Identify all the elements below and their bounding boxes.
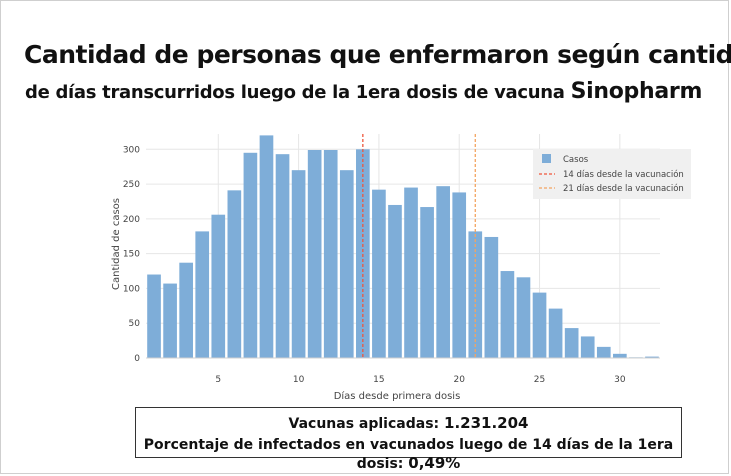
bar bbox=[163, 283, 177, 358]
bar bbox=[580, 336, 595, 358]
y-tick-label: 0 bbox=[134, 354, 140, 364]
bar bbox=[548, 308, 563, 358]
bar bbox=[436, 186, 450, 358]
bar bbox=[275, 154, 290, 358]
bar bbox=[291, 170, 306, 358]
subtitle-brand: Sinopharm bbox=[570, 79, 703, 104]
bar bbox=[613, 353, 627, 358]
bar bbox=[388, 204, 402, 358]
bar bbox=[532, 292, 547, 358]
bar bbox=[372, 189, 386, 358]
legend-label-casos: Casos bbox=[563, 155, 589, 165]
bar bbox=[147, 274, 161, 358]
chart-title: Cantidad de personas que enfermaron segú… bbox=[24, 40, 731, 69]
bar bbox=[195, 231, 210, 358]
legend-label-21: 21 días desde la vacunación bbox=[563, 183, 684, 194]
x-axis-title: Días desde primera dosis bbox=[334, 390, 461, 402]
percentage-value: 0,49% bbox=[408, 454, 461, 472]
x-tick-label: 30 bbox=[614, 375, 626, 385]
bar bbox=[404, 187, 418, 358]
y-tick-label: 300 bbox=[123, 145, 140, 155]
bar bbox=[323, 150, 338, 358]
info-box: Vacunas aplicadas: 1.231.204 Porcentaje … bbox=[135, 407, 682, 472]
x-tick-label: 5 bbox=[215, 375, 221, 385]
legend-label-14: 14 días desde la vacunación bbox=[563, 169, 684, 180]
bar bbox=[420, 207, 434, 358]
x-tick-label: 25 bbox=[534, 375, 545, 385]
x-tick-label: 10 bbox=[293, 375, 305, 385]
y-tick-label: 50 bbox=[129, 319, 141, 329]
vaccines-value: 1.231.204 bbox=[444, 414, 529, 432]
y-tick-label: 100 bbox=[123, 284, 140, 294]
bar bbox=[645, 356, 659, 358]
bar bbox=[307, 150, 322, 358]
legend-box bbox=[533, 149, 691, 199]
bar bbox=[356, 149, 370, 358]
y-axis-title: Cantidad de casos bbox=[111, 198, 122, 290]
bar bbox=[452, 192, 467, 358]
bar bbox=[243, 152, 258, 358]
x-tick-label: 20 bbox=[453, 375, 465, 385]
subtitle-text: de días transcurridos luego de la 1era d… bbox=[25, 82, 571, 103]
chart-subtitle: de días transcurridos luego de la 1era d… bbox=[25, 79, 702, 104]
bar bbox=[211, 214, 226, 358]
vaccines-label: Vacunas aplicadas: bbox=[288, 416, 445, 432]
percentage-label: Porcentaje de infectados en vacunados lu… bbox=[143, 437, 674, 472]
bar bbox=[500, 271, 515, 358]
bar bbox=[484, 236, 499, 358]
bar bbox=[516, 277, 531, 358]
bar bbox=[259, 135, 274, 358]
bar bbox=[564, 328, 579, 358]
vaccines-line: Vacunas aplicadas: 1.231.204 bbox=[136, 414, 681, 433]
percentage-line: Porcentaje de infectados en vacunados lu… bbox=[136, 436, 681, 473]
legend-swatch-casos bbox=[542, 154, 551, 163]
bar bbox=[179, 262, 193, 358]
y-tick-label: 200 bbox=[123, 215, 140, 225]
y-tick-label: 150 bbox=[123, 250, 140, 260]
bar bbox=[596, 346, 611, 358]
y-tick-label: 250 bbox=[123, 180, 140, 190]
bar bbox=[227, 190, 242, 358]
bar bbox=[339, 170, 354, 358]
x-tick-label: 15 bbox=[373, 375, 384, 385]
